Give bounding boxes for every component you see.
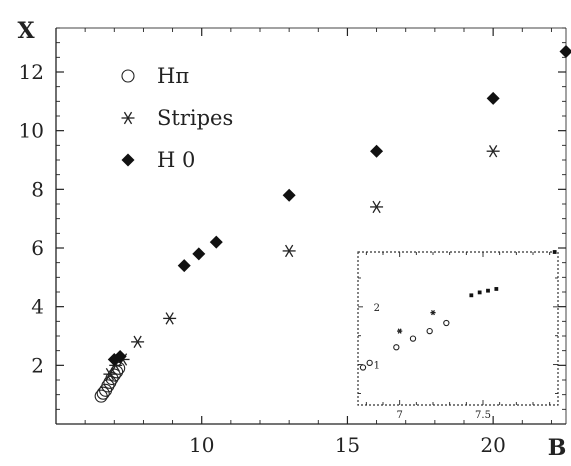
x-tick-label: 20 [480,433,505,457]
legend-marker-shape [122,70,134,82]
data-point-shape [178,259,191,272]
inset-y-tick-label: 1 [374,361,380,372]
data-point [487,92,500,105]
data-point [370,145,383,158]
legend-label: H 0 [157,148,195,172]
data-point-shape [487,92,500,105]
legend: Hπ Stripes H 0 [122,64,234,172]
y-tick-label: 4 [31,295,44,319]
inset-data-point [478,291,482,295]
x-tick-label: 15 [335,433,360,457]
inset-x-tick-label: 7 [396,410,402,421]
inset-data-point-shape [494,287,498,291]
legend-label: Hπ [157,64,189,88]
y-axis-label: X [17,18,35,44]
y-tick-label: 12 [19,60,44,84]
inset-data-point [486,289,490,293]
inset-plot: 7 7.5 1 2 [358,250,558,421]
y-tick-label: 6 [31,236,44,260]
data-point [283,245,296,257]
inset-data-point-shape [478,291,482,295]
inset-data-point-shape [553,250,557,254]
legend-marker [122,112,135,124]
legend-label: Stripes [157,106,233,130]
data-point [487,145,500,157]
data-point-shape [560,45,571,58]
data-point [560,45,571,58]
data-point [192,247,205,260]
data-point [370,201,383,213]
inset-data-point-shape [469,293,473,297]
data-point [178,259,191,272]
data-point [131,336,144,348]
data-point [210,236,223,249]
inset-data-point [553,250,557,254]
legend-marker-shape [122,154,135,167]
data-point-shape [283,189,296,202]
legend-marker [122,154,135,167]
y-tick-label: 10 [19,119,44,143]
data-point [283,189,296,202]
series-open-circle [95,362,124,402]
y-tick-label: 8 [31,177,44,201]
inset-data-point-shape [486,289,490,293]
legend-marker [122,70,134,82]
data-point-shape [192,247,205,260]
data-point-shape [210,236,223,249]
inset-data-point [469,293,473,297]
data-point [163,313,176,325]
y-tick-label: 2 [31,353,44,377]
inset-frame [358,252,558,405]
data-point-shape [370,145,383,158]
inset-y-tick-label: 2 [374,303,380,314]
inset-x-tick-label: 7.5 [475,410,491,421]
x-axis-label: B [548,435,567,461]
x-tick-label: 10 [189,433,214,457]
inset-data-point [494,287,498,291]
